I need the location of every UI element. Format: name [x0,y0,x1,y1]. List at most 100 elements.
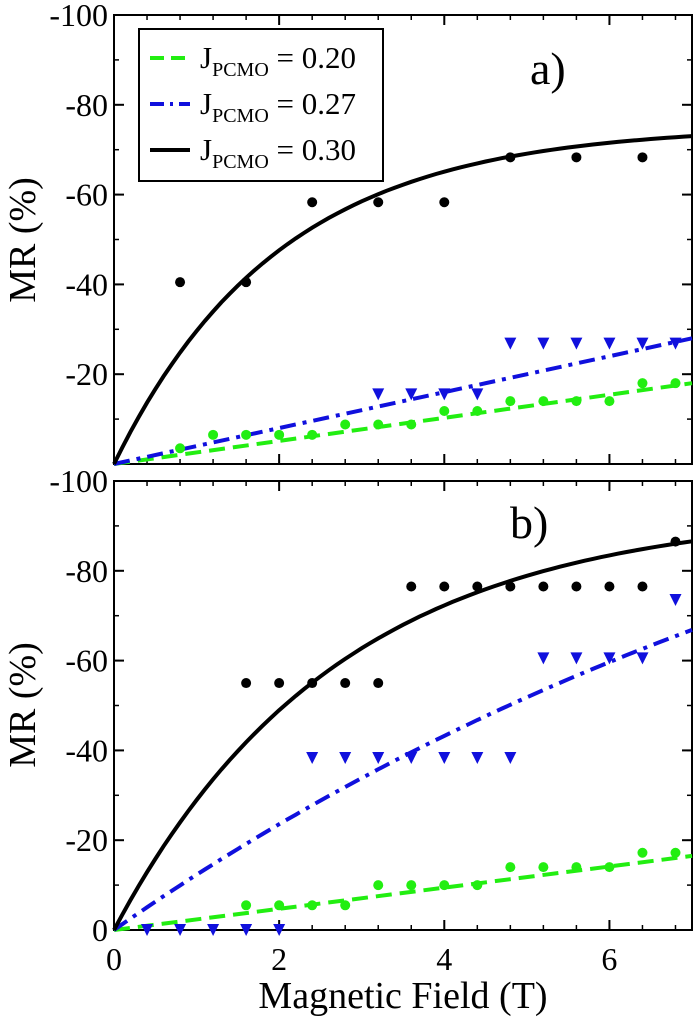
panel-b-data-point-2 [439,581,450,592]
panel-b-ylabel: MR (%) [2,642,44,768]
panel-a-label: a) [530,43,566,94]
legend-entry-027: JPCMO = 0.27 [200,86,356,127]
panel-a-data-point-0 [670,378,681,389]
panel-b-ytick-label: -100 [49,463,108,499]
panel-a-data-point-2 [571,152,582,163]
panel-b-label: b) [510,497,548,548]
panel-a-data-point-2 [175,277,186,288]
panel-a-data-point-2 [637,152,648,163]
panel-b-data-point-1 [174,924,187,936]
panel-a-data-point-0 [439,406,450,417]
panel-b-data-point-0 [505,862,516,873]
panel-b-data-point-1 [273,924,286,936]
panel-b-data-point-2 [406,581,417,592]
panel-a-data-point-1 [471,388,484,401]
panel-a-fit-line-1 [113,336,693,466]
panel-b-data-point-0 [670,847,681,858]
panel-b-data-point-0 [604,862,615,873]
panel-a-data-point-1 [438,388,451,401]
panel-a-ytick-label: -100 [49,0,108,33]
panel-b-fit-line-2 [112,539,693,931]
panel-b-data-point-0 [373,880,384,891]
panel-a-data-point-0 [307,429,318,440]
panel-a-data-point-0 [472,406,483,417]
panel-b: -100 -80 -60 -40 -20 00 2 4 6 b) MR (%) Magnetic… [2,463,693,1017]
panel-b-data-point-2 [241,678,252,689]
panel-a-data-point-2 [373,197,384,208]
panel-a-data-point-2 [505,152,516,163]
panel-a-data-point-0 [406,419,417,430]
legend: JPCMO = 0.20 JPCMO = 0.27 JPCMO = 0.30 [138,28,384,182]
panel-b-data-point-1 [603,652,616,665]
panel-b-data-point-1 [339,752,352,765]
panel-b-xtick-label: 4 [436,941,452,977]
panel-a: -100 -80 -60 -40 -20 a) MR (%) JPCMO = 0.20 … [2,0,693,466]
panel-b-ytick-label: -60 [65,643,108,679]
panel-b-data-point-2 [637,581,648,592]
panel-b-data-point-2 [505,581,516,592]
panel-a-data-point-0 [604,396,615,407]
panel-b-data-point-0 [241,900,252,911]
panel-b-xtick-label: 2 [271,941,287,977]
panel-a-data-point-1 [669,337,682,350]
panel-b-data-point-0 [439,880,450,891]
panel-b-data-point-1 [438,752,451,765]
panel-a-data-point-0 [208,429,219,440]
panel-b-data-point-1 [306,752,319,765]
panel-b-ytick-label: 0 [92,912,108,948]
panel-b-fit-line-0 [113,853,693,932]
panel-a-data-point-1 [537,337,550,350]
panel-b-data-point-2 [571,581,582,592]
panel-a-data-point-1 [636,337,649,350]
panel-a-ytick-label: -60 [65,177,108,213]
panel-a-data-point-1 [570,337,583,350]
x-axis-label: Magnetic Field (T) [258,975,547,1017]
panel-b-xtick-label: 6 [601,941,617,977]
panel-b-data-point-2 [274,678,285,689]
legend-entry-030: JPCMO = 0.30 [200,132,356,173]
panel-b-data-point-1 [405,752,418,765]
panel-a-ytick-label: -40 [65,266,108,302]
panel-b-data-point-0 [274,900,285,911]
panel-b-data-point-1 [504,752,517,765]
panel-b-data-point-2 [340,678,351,689]
panel-b-data-point-1 [240,924,253,936]
panel-a-data-point-0 [373,419,384,430]
panel-b-data-point-2 [670,536,681,547]
panel-a-data-point-0 [571,396,582,407]
panel-b-data-point-2 [307,678,318,689]
panel-b-data-point-1 [207,924,220,936]
panel-a-fit-line-0 [113,381,693,466]
panel-b-data-point-2 [472,581,483,592]
panel-b-xtick-label: 0 [106,941,122,977]
panel-b-ytick-label: -80 [65,553,108,589]
panel-a-data-point-0 [175,443,186,454]
panel-a-data-point-0 [538,396,549,407]
panel-b-data-point-0 [406,880,417,891]
panel-a-data-point-0 [505,396,516,407]
panel-a-fit-line-2 [112,134,693,465]
panel-b-data-point-0 [538,862,549,873]
panel-a-data-point-0 [637,378,648,389]
panel-b-data-point-0 [571,862,582,873]
panel-b-data-point-2 [538,581,549,592]
panel-a-data-point-1 [603,337,616,350]
panel-a-data-point-2 [439,197,450,208]
panel-a-data-point-1 [405,388,418,401]
legend-entry-020: JPCMO = 0.20 [200,40,356,81]
panel-b-ytick-label: -40 [65,732,108,768]
panel-b-data-point-0 [340,900,351,911]
panel-b-frame [113,480,693,931]
panel-a-data-point-1 [504,337,517,350]
panel-a-data-point-0 [274,429,285,440]
panel-a-data-point-0 [340,419,351,430]
panel-b-data-point-1 [372,752,385,765]
panel-a-data-point-0 [241,429,252,440]
panel-b-data-point-1 [141,924,154,936]
panel-a-data-point-2 [241,277,252,288]
panel-b-data-point-1 [471,752,484,765]
panel-b-data-point-2 [604,581,615,592]
panel-b-data-point-0 [637,847,648,858]
panel-b-data-point-0 [472,880,483,891]
panel-b-data-point-1 [669,593,682,606]
